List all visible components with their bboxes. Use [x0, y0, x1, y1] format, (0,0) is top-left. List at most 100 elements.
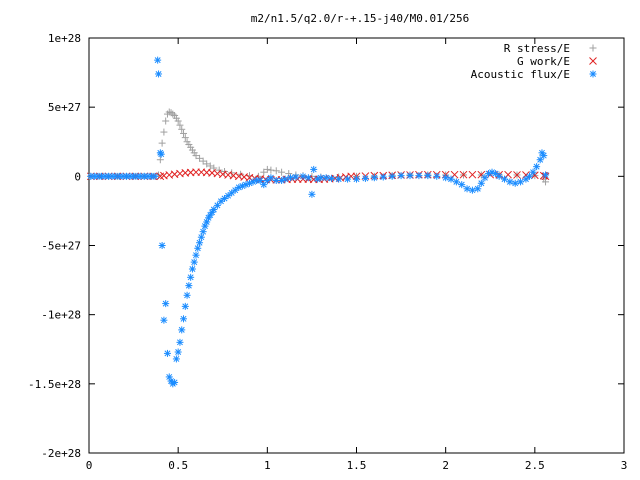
data-point: [192, 152, 200, 160]
series-0: [87, 108, 550, 186]
data-point: [185, 282, 193, 290]
data-point: [167, 109, 175, 117]
data-point: [533, 163, 541, 171]
legend-label: G work/E: [517, 55, 570, 68]
data-point: [513, 171, 521, 179]
data-point: [160, 316, 168, 324]
data-point: [196, 239, 204, 247]
data-point: [506, 178, 514, 186]
data-point: [328, 174, 336, 182]
data-point: [169, 110, 177, 118]
data-point: [501, 175, 509, 183]
data-point: [196, 154, 204, 162]
data-point: [415, 172, 423, 180]
legend-label: R stress/E: [504, 42, 570, 55]
data-point: [539, 171, 548, 180]
x-tick-label: 2: [442, 459, 449, 472]
data-point: [292, 173, 300, 181]
x-tick-label: 2.5: [525, 459, 545, 472]
data-point: [442, 174, 450, 182]
data-point: [194, 244, 202, 252]
data-point: [176, 121, 184, 129]
x-tick-label: 1.5: [347, 459, 367, 472]
data-point: [542, 171, 550, 179]
data-point: [317, 174, 325, 182]
y-tick-label: -5e+27: [41, 240, 81, 253]
data-point: [156, 156, 164, 164]
data-point: [157, 150, 165, 158]
y-axis: 1e+28 5e+27 0 -5e+27 -1e+28 -1.5e+28 -2e+28: [28, 32, 624, 460]
data-point: [468, 170, 477, 179]
data-point: [197, 233, 205, 241]
legend-marker: [589, 57, 597, 65]
plot-frame: [88, 37, 625, 454]
data-point: [203, 160, 211, 168]
data-point: [163, 349, 171, 357]
data-point: [199, 228, 207, 236]
data-point: [188, 265, 196, 273]
data-point: [267, 166, 275, 174]
data-point: [388, 172, 396, 180]
data-point: [504, 170, 512, 179]
data-point: [361, 174, 369, 182]
y-tick-label: -2e+28: [41, 447, 81, 460]
x-tick-label: 0.5: [168, 459, 188, 472]
data-point: [162, 300, 170, 308]
x-tick-label: 3: [621, 459, 628, 472]
data-point: [308, 190, 316, 198]
data-point: [174, 117, 182, 125]
data-point: [529, 168, 537, 176]
data-point: [181, 134, 189, 142]
data-point: [278, 168, 286, 176]
data-point: [171, 378, 179, 386]
data-point: [540, 152, 548, 160]
chart-title: m2/n1.5/q2.0/r-+.15-j40/M0.01/256: [251, 12, 470, 25]
data-point: [477, 179, 485, 187]
data-point: [246, 179, 253, 187]
data-point: [406, 172, 414, 180]
data-point: [299, 172, 307, 180]
data-point: [492, 170, 500, 178]
data-point: [450, 170, 459, 179]
data-point: [224, 192, 232, 200]
y-tick-label: 1e+28: [48, 32, 81, 45]
data-point: [160, 128, 168, 136]
data-point: [190, 258, 198, 266]
series-layer: [86, 56, 550, 388]
data-point: [263, 176, 271, 184]
data-point: [228, 189, 236, 197]
data-point: [256, 176, 264, 184]
y-tick-label: -1e+28: [41, 309, 81, 322]
data-point: [458, 181, 466, 189]
data-point: [495, 172, 503, 180]
x-tick-label: 1: [264, 459, 271, 472]
data-point: [447, 175, 455, 183]
data-point: [452, 178, 460, 186]
data-point: [162, 117, 170, 125]
x-tick-label: 0: [86, 459, 93, 472]
data-point: [199, 157, 207, 165]
series-2: [87, 56, 550, 388]
data-point: [183, 291, 191, 299]
data-point: [463, 185, 471, 193]
data-point: [281, 175, 289, 183]
data-point: [267, 174, 275, 182]
data-point: [180, 129, 188, 137]
data-point: [154, 56, 162, 64]
legend-marker: [589, 70, 597, 78]
data-point: [151, 172, 159, 180]
data-point: [178, 326, 186, 334]
data-point: [335, 175, 343, 183]
data-point: [542, 178, 550, 186]
data-point: [172, 355, 180, 363]
data-point: [468, 186, 476, 194]
data-point: [272, 167, 280, 175]
data-point: [379, 173, 387, 181]
data-point: [397, 172, 405, 180]
data-point: [370, 174, 378, 182]
data-point: [206, 162, 214, 170]
data-point: [158, 242, 166, 249]
y-tick-label: 0: [74, 170, 81, 183]
y-tick-label: 5e+27: [48, 101, 81, 114]
